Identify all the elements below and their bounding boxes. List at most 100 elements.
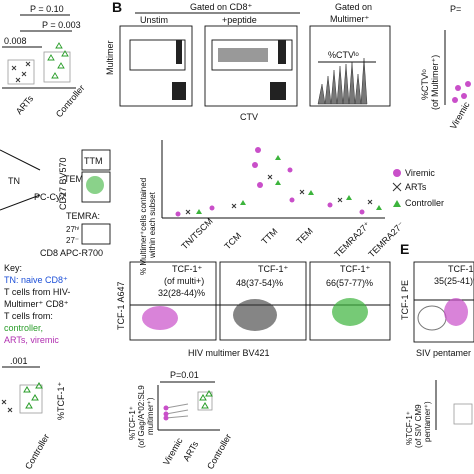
gate-label: TCF-1⁺: [258, 264, 288, 274]
x-label: CTV: [240, 112, 258, 122]
flow-plot: [219, 261, 307, 341]
legend-label: Controller: [405, 198, 444, 208]
box: [43, 51, 71, 83]
key-line: T cells from HIV-: [4, 287, 70, 297]
label: TEMRA:: [66, 211, 100, 221]
markers: [23, 382, 43, 409]
x-label: Controller: [23, 432, 51, 471]
x-label: ARTs: [14, 93, 36, 116]
gate-label: TCF-1⁺: [172, 264, 202, 274]
gate-label: 35(25-41)%: [434, 276, 474, 286]
gate-label: 32(28-44)%: [158, 288, 205, 298]
y-label: (of Gag/A*02:SL9: [137, 385, 146, 448]
y-label: %CTVˡᵒ: [420, 69, 430, 100]
p-value: P=: [450, 4, 461, 14]
markers: [185, 174, 373, 215]
arrow: [0, 149, 41, 211]
p-value: P=0.01: [170, 370, 199, 380]
x-tick-label: TEM: [294, 226, 315, 247]
y-label: Multimer: [105, 40, 115, 75]
markers: [11, 61, 31, 83]
x-tick-label: TTM: [259, 226, 279, 246]
lines: [165, 403, 189, 419]
markers: [47, 42, 69, 79]
label: 27⁻: [66, 236, 79, 245]
y-label: %TCF-1⁺: [405, 411, 414, 445]
y-label: multimer⁺): [146, 397, 155, 435]
key-line: controller,: [4, 323, 43, 333]
label: PC-Cy7: [34, 192, 66, 202]
flow-plot: [309, 261, 391, 341]
dots: [218, 48, 268, 62]
key-line: Key:: [4, 263, 22, 273]
histogram-peaks: [317, 57, 368, 105]
y-label: within each subset: [148, 191, 157, 259]
subset-chart: % Multimer⁺cells contained within each s…: [139, 140, 444, 275]
legend-label: ARTs: [405, 182, 427, 192]
label: TN: [8, 176, 20, 186]
y-label: % Multimer⁺cells contained: [139, 178, 148, 275]
markers: [196, 155, 382, 214]
x-label: HIV multimer BV421: [188, 348, 270, 358]
panel-a: P = 0.10 P = 0.003 0.008 ARTs Controller: [2, 4, 87, 119]
markers: [452, 81, 471, 103]
label: +peptide: [222, 15, 257, 25]
dots: [142, 306, 178, 330]
panel-label: E: [400, 241, 409, 257]
dots: [417, 305, 447, 331]
gate: [81, 149, 111, 171]
flow-plot: [204, 25, 298, 107]
gate: [81, 223, 111, 245]
gate-label: TCF-1⁺: [340, 264, 370, 274]
y-label: CD27 BV570: [58, 157, 68, 210]
box: [197, 391, 213, 411]
y-label: (of SIV CM9: [414, 404, 423, 448]
x-tick-label: TN/TSCM: [179, 216, 214, 251]
y-label: %TCF-1⁺: [128, 406, 137, 440]
x-label: Viremic: [448, 100, 472, 131]
label: Unstim: [140, 15, 168, 25]
key-line: ARTs, viremic: [4, 335, 59, 345]
x-label: ARTs: [181, 439, 201, 463]
flow-plot: [129, 261, 217, 341]
panel-b: B Gated on CD8⁺ Unstim +peptide Gated on…: [105, 0, 472, 131]
y-label: %TCF-1⁺: [56, 382, 66, 420]
key: Key: TN: naive CD8⁺ T cells from HIV- Mu…: [4, 263, 70, 345]
flow-plot: [119, 25, 193, 107]
x-label: CD8 APC-R700: [40, 248, 103, 258]
gate-label: Multimer⁺: [330, 14, 370, 24]
label: 27ʰⁱ: [66, 225, 79, 234]
legend-marker: [393, 200, 401, 207]
box: [453, 403, 473, 425]
x-tick-label: TCM: [222, 231, 243, 252]
label: TTM: [84, 156, 103, 166]
legend-marker: [392, 182, 402, 192]
gate: [81, 171, 111, 203]
box: [7, 59, 35, 85]
y-label: (of Multimer⁺): [430, 55, 440, 110]
markers: [199, 390, 213, 409]
y-label: TCF-1 A647: [116, 281, 126, 330]
flow-plot: [413, 261, 474, 343]
panel-e: E TCF-1 PE TCF-1 35(25-41)% SIV pentamer…: [400, 241, 474, 448]
dots: [86, 176, 104, 194]
gate-label: (of multi+): [164, 276, 204, 286]
y-label: pentamer⁺): [423, 401, 432, 442]
y-label: TCF-1 PE: [400, 280, 410, 320]
p-value: P = 0.003: [42, 20, 81, 30]
p-value: P = 0.10: [30, 4, 64, 14]
panel-label: B: [112, 0, 122, 15]
markers: [163, 405, 169, 421]
dots: [444, 298, 468, 326]
gate-label: 48(37-54)%: [236, 278, 283, 288]
key-line: Multimer⁺ CD8⁺: [4, 299, 69, 309]
x-label: Controller: [205, 432, 233, 471]
dots: [172, 40, 286, 100]
markers: [175, 147, 365, 217]
gate-label: 66(57-77)%: [326, 278, 373, 288]
legend-marker: [393, 169, 401, 177]
dots: [233, 299, 277, 331]
